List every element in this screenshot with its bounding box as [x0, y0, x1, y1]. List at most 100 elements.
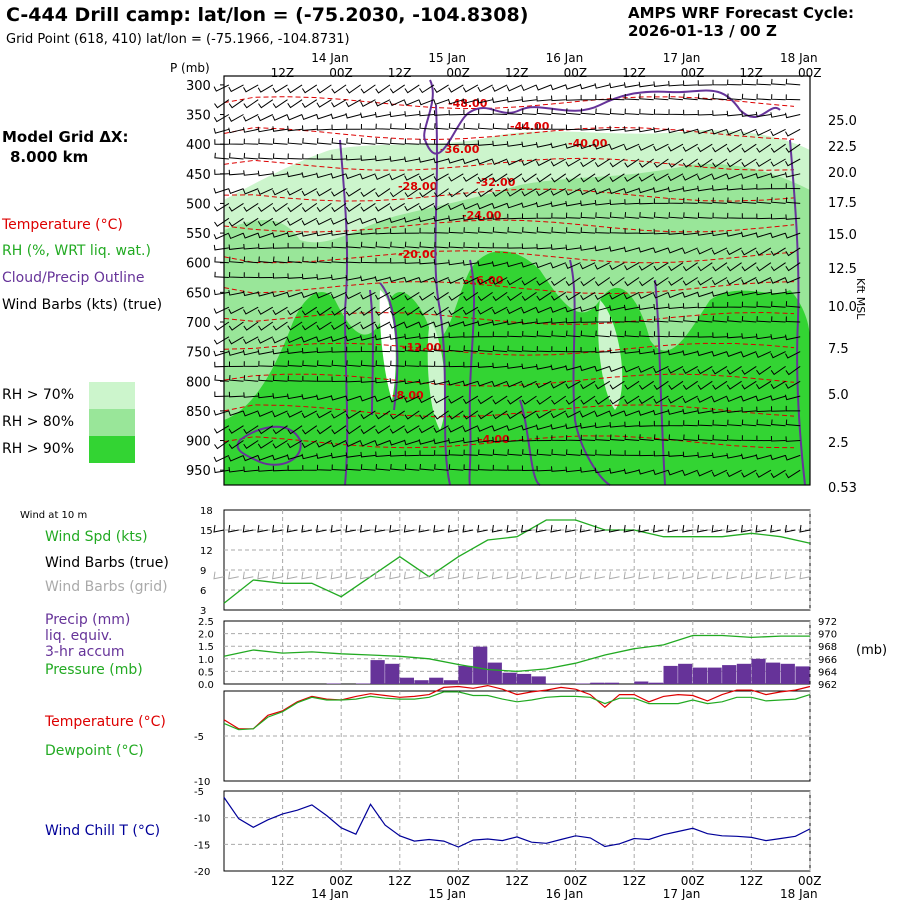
cloud-outline	[236, 425, 302, 466]
wind-barb	[243, 440, 259, 449]
wind-barb	[521, 319, 537, 325]
wind-barb	[257, 291, 273, 297]
wind-barb	[638, 380, 654, 390]
wind-barb	[331, 464, 347, 471]
wind-barb	[521, 158, 537, 166]
pressure-tick-label: 800	[186, 375, 211, 390]
isotherm-line	[223, 404, 795, 418]
wind-barb	[521, 291, 537, 301]
wind-barb	[375, 451, 391, 458]
wind-barb	[228, 232, 244, 240]
wind-barb	[741, 247, 757, 256]
wind-barb	[360, 275, 376, 282]
wind-barb	[257, 84, 274, 93]
wind-barb	[331, 124, 347, 131]
wind-barb	[419, 241, 435, 249]
wind-barb	[316, 306, 332, 316]
wind-barb	[360, 188, 376, 197]
wind-barb	[550, 142, 566, 149]
wind-barb	[580, 158, 596, 168]
wind-barb	[477, 188, 493, 198]
wind-barb	[257, 114, 274, 122]
wind-barb	[756, 184, 771, 190]
wind-barb	[536, 243, 552, 250]
wind-barb	[785, 334, 801, 341]
wind-barb	[682, 350, 698, 356]
wind-barb	[345, 188, 361, 197]
wind-barb	[594, 365, 610, 372]
wind-barb-grid	[623, 571, 635, 580]
wind-barb	[770, 454, 786, 461]
wind-barb	[624, 212, 640, 219]
precip-bar	[326, 683, 341, 684]
wind-barb	[389, 202, 405, 212]
wind-barb	[345, 173, 361, 180]
wind-barb	[360, 346, 376, 353]
wind-barb-grid	[374, 571, 386, 580]
wind-barb	[740, 395, 757, 402]
cloud-outline	[434, 104, 451, 486]
wind-barb	[580, 395, 596, 405]
wind-barb	[477, 140, 493, 146]
wind-barb	[301, 172, 317, 178]
rh70-swatch	[89, 382, 135, 409]
wind-barb	[463, 361, 478, 368]
wind-barb	[478, 464, 493, 471]
bottom-time-tick: 12Z	[505, 874, 529, 888]
top-time-tick: 12Z	[505, 66, 529, 80]
wind-barb	[521, 188, 537, 197]
wind-barb	[419, 345, 435, 353]
pressure-ytick-label: 964	[818, 667, 837, 678]
wind-barb-grid	[286, 571, 298, 580]
wind-barb	[580, 212, 596, 219]
wind-barb	[258, 153, 273, 160]
wind-barb	[565, 143, 581, 149]
wind-barb-grid	[506, 571, 518, 580]
wind-barb	[418, 99, 435, 106]
wind-barb	[419, 450, 434, 456]
wind-barb	[213, 84, 230, 92]
wind-barb	[316, 84, 332, 94]
wind-barb	[653, 187, 669, 193]
wind-barb	[551, 212, 566, 219]
wind-chill-line	[223, 797, 811, 848]
wind-barb	[448, 345, 464, 353]
wind-barb	[418, 157, 435, 163]
wind-barb	[448, 173, 464, 182]
wind-barb	[375, 360, 391, 367]
wind-barb	[478, 331, 493, 338]
wind-barb	[433, 321, 449, 328]
wind-barb	[551, 449, 566, 456]
wind-barb	[404, 84, 420, 94]
wind-barb	[579, 188, 596, 196]
wind-barb	[638, 348, 654, 355]
wind-barb-true	[286, 524, 298, 533]
legend-pressure: Pressure (mb)	[45, 662, 143, 678]
pressure-tick-label: 900	[186, 435, 211, 450]
wind-barb	[258, 99, 274, 109]
wind-barb	[697, 332, 713, 338]
wind-barb	[711, 365, 728, 375]
wind-barb	[536, 410, 552, 419]
wind-barb	[404, 439, 420, 446]
wind-barb	[507, 243, 522, 249]
wind-barb	[609, 291, 625, 300]
wind-barb	[419, 138, 435, 145]
wind-barb-true	[608, 524, 620, 533]
cloud-outline	[379, 282, 399, 411]
wind-barb	[258, 272, 273, 279]
precip-bar	[795, 666, 810, 684]
wind-barb	[375, 228, 391, 235]
precip-bar	[531, 676, 546, 684]
cloud-outline	[789, 139, 806, 486]
wind-barb	[477, 410, 493, 420]
wind-barb	[580, 434, 596, 441]
wind-barb	[771, 197, 786, 204]
wind-barb-true	[726, 524, 737, 533]
wind-barb	[536, 435, 552, 442]
wind-barb	[638, 158, 654, 168]
wind-barb	[242, 349, 259, 356]
wind-barb	[228, 244, 244, 250]
wind-barb	[624, 316, 640, 323]
wind-barb	[536, 318, 552, 325]
